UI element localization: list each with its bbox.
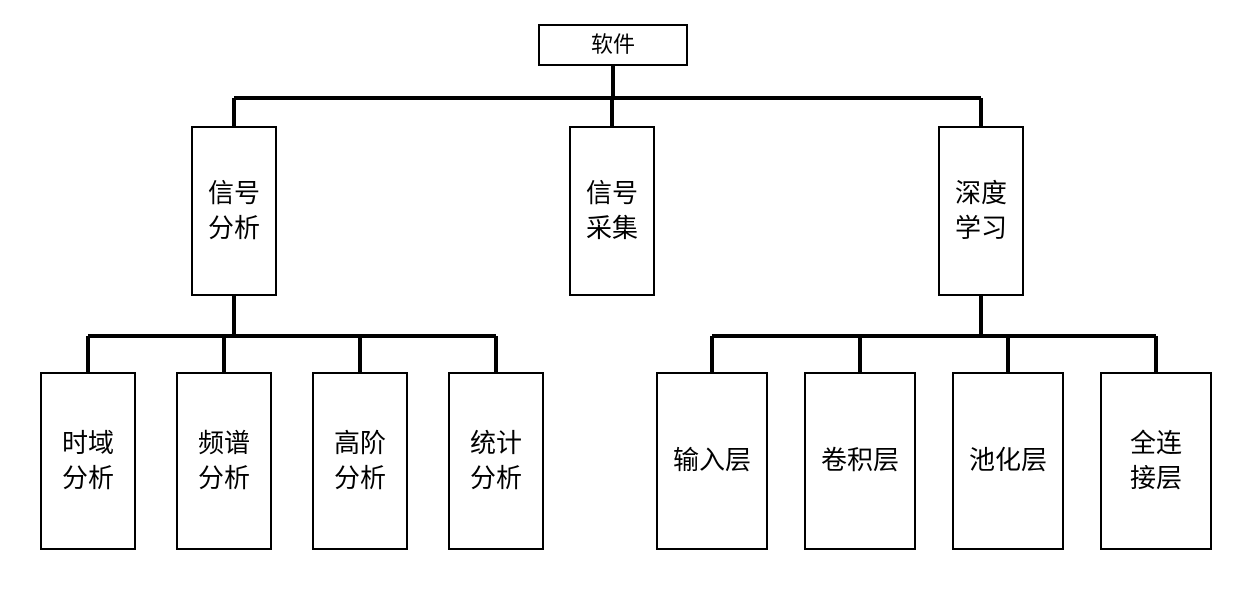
node-signal-acquire: 信号 采集	[569, 126, 655, 296]
label-line1: 深度	[955, 176, 1007, 211]
label-line2: 接层	[1130, 461, 1182, 496]
label-line2: 分析	[198, 461, 250, 496]
label-line1: 信号	[586, 176, 638, 211]
tree-diagram: 软件 信号 分析 信号 采集 深度 学习 时域 分析 频谱 分析 高阶 分析 统…	[0, 0, 1240, 599]
node-signal-analysis: 信号 分析	[191, 126, 277, 296]
node-spectrum: 频谱 分析	[176, 372, 272, 550]
label-line1: 高阶	[334, 426, 386, 461]
label-line1: 时域	[62, 426, 114, 461]
label-line1: 输入层	[673, 443, 751, 478]
node-fc-layer: 全连 接层	[1100, 372, 1212, 550]
node-pool-layer: 池化层	[952, 372, 1064, 550]
label-line2: 学习	[955, 211, 1007, 246]
label-line1: 信号	[208, 176, 260, 211]
node-time-domain: 时域 分析	[40, 372, 136, 550]
node-deep-learning: 深度 学习	[938, 126, 1024, 296]
label-line2: 分析	[334, 461, 386, 496]
node-root-label: 软件	[591, 30, 635, 60]
node-high-order: 高阶 分析	[312, 372, 408, 550]
node-conv-layer: 卷积层	[804, 372, 916, 550]
label-line1: 卷积层	[821, 443, 899, 478]
node-statistical: 统计 分析	[448, 372, 544, 550]
label-line2: 分析	[62, 461, 114, 496]
label-line2: 分析	[208, 211, 260, 246]
label-line2: 分析	[470, 461, 522, 496]
label-line2: 采集	[586, 211, 638, 246]
node-root: 软件	[538, 24, 688, 66]
node-input-layer: 输入层	[656, 372, 768, 550]
label-line1: 统计	[470, 426, 522, 461]
label-line1: 频谱	[198, 426, 250, 461]
label-line1: 池化层	[969, 443, 1047, 478]
label-line1: 全连	[1130, 426, 1182, 461]
